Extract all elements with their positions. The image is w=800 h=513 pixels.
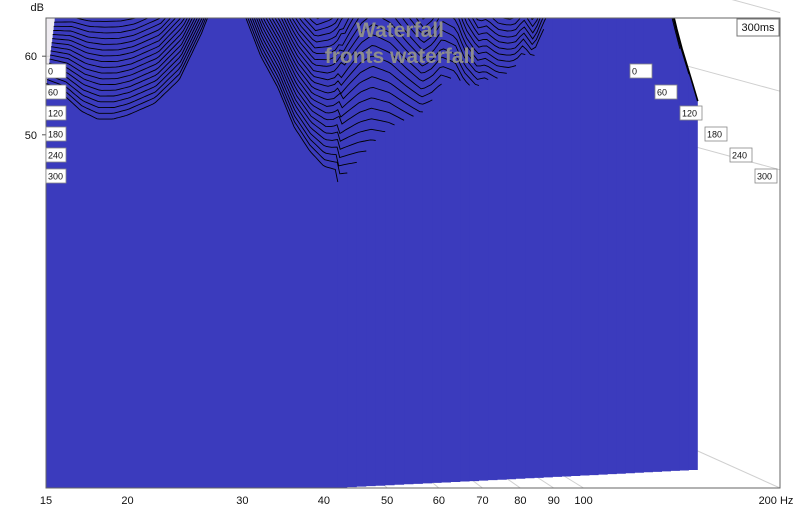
- x-tick-label: 15: [40, 495, 52, 507]
- time-tag-left: 0: [48, 67, 53, 77]
- waterfall-slice-line: [315, 18, 547, 46]
- waterfall-slice-line: [49, 18, 414, 118]
- waterfall-slice-line: [52, 18, 461, 82]
- time-tag-right-box: [629, 63, 653, 79]
- waterfall-slice-line: [48, 18, 386, 142]
- x-tick-label: 80: [514, 495, 526, 507]
- time-tag-left: 120: [48, 109, 63, 119]
- x-tick-label: 20: [121, 495, 133, 507]
- time-tag-right: 60: [657, 88, 667, 98]
- time-tag-right: 120: [682, 109, 697, 119]
- end-time-box: [736, 18, 780, 37]
- time-tag-left-box: [45, 105, 67, 121]
- plot-frame: [45, 17, 781, 489]
- waterfall-slice-line: [50, 18, 423, 113]
- side-grid-line: [731, 0, 781, 14]
- time-tag-right-box: [679, 105, 703, 121]
- waterfall-slice-line: [61, 0, 608, 9]
- waterfall-slice-line: [54, 18, 489, 81]
- time-tag-left-box: [45, 168, 67, 184]
- time-tag-left: 300: [48, 172, 63, 182]
- time-tag-right: 300: [757, 172, 772, 182]
- y-tick-label: 50: [25, 130, 37, 142]
- time-tag-right: 180: [707, 130, 722, 140]
- time-tag-right-box: [754, 168, 778, 184]
- time-tag-right-box: [654, 84, 678, 100]
- waterfall-slice-line: [46, 18, 348, 175]
- time-tag-left: 240: [48, 151, 63, 161]
- x-tick-label: 200 Hz: [759, 495, 794, 507]
- waterfall-slices: [46, 0, 699, 488]
- chart-subtitle: fronts waterfall: [325, 45, 476, 68]
- time-tag-right-box: [704, 126, 728, 142]
- x-tick-label: 40: [318, 495, 330, 507]
- x-tick-label: 90: [548, 495, 560, 507]
- waterfall-slice-line: [475, 18, 541, 34]
- time-tag-left: 180: [48, 130, 63, 140]
- x-tick-label: 100: [574, 495, 592, 507]
- waterfall-slice-line: [60, 0, 598, 13]
- end-time-badge: 300ms: [736, 18, 780, 37]
- waterfall-slice-line: [670, 18, 672, 19]
- waterfall-slice-line: [53, 18, 480, 86]
- waterfall-slice-line: [46, 18, 357, 167]
- waterfall-slice-line: [51, 18, 433, 105]
- time-tag-left-box: [45, 84, 67, 100]
- waterfall-slice-line: [49, 18, 405, 125]
- time-labels: 0 0 60 60 120 120 180 180 240 240 300 300: [45, 63, 778, 184]
- y-axis-label: dB: [31, 2, 44, 14]
- waterfall-slice-line: [46, 18, 339, 183]
- x-tick-label: 30: [236, 495, 248, 507]
- y-tick-label: 60: [25, 51, 37, 63]
- waterfall-slice-line: [52, 18, 452, 90]
- waterfall-slice-line: [61, 0, 616, 3]
- x-tick-label: 60: [433, 495, 445, 507]
- time-tag-right: 0: [632, 67, 637, 77]
- time-tag-left: 60: [48, 88, 58, 98]
- time-tag-left-box: [45, 126, 67, 142]
- x-tick-label: 70: [476, 495, 488, 507]
- time-tag-right: 240: [732, 151, 747, 161]
- waterfall-slice-line: [491, 18, 539, 28]
- waterfall-slice-line: [500, 18, 535, 21]
- waterfall-slice-line: [47, 18, 376, 150]
- waterfall-slice-line: [471, 18, 544, 40]
- x-axis-ticks: 15 20 30 40 50 60 70 80 90 100 200 Hz: [40, 495, 794, 507]
- waterfall-slice-line: [48, 18, 395, 135]
- time-tag-left-box: [45, 63, 67, 79]
- waterfall-slice-line: [47, 18, 367, 159]
- waterfall-slice-line: [53, 18, 470, 86]
- waterfall-slice-line: [291, 18, 507, 74]
- waterfall-slice-line: [51, 18, 442, 98]
- waterfall-slice-fill: [46, 18, 338, 488]
- time-tag-left-box: [45, 147, 67, 163]
- waterfall-slice-line: [54, 18, 498, 79]
- x-tick-label: 50: [381, 495, 393, 507]
- end-time-label: 300ms: [741, 22, 775, 34]
- chart-title: Waterfall: [356, 19, 444, 42]
- time-tag-right-box: [729, 147, 753, 163]
